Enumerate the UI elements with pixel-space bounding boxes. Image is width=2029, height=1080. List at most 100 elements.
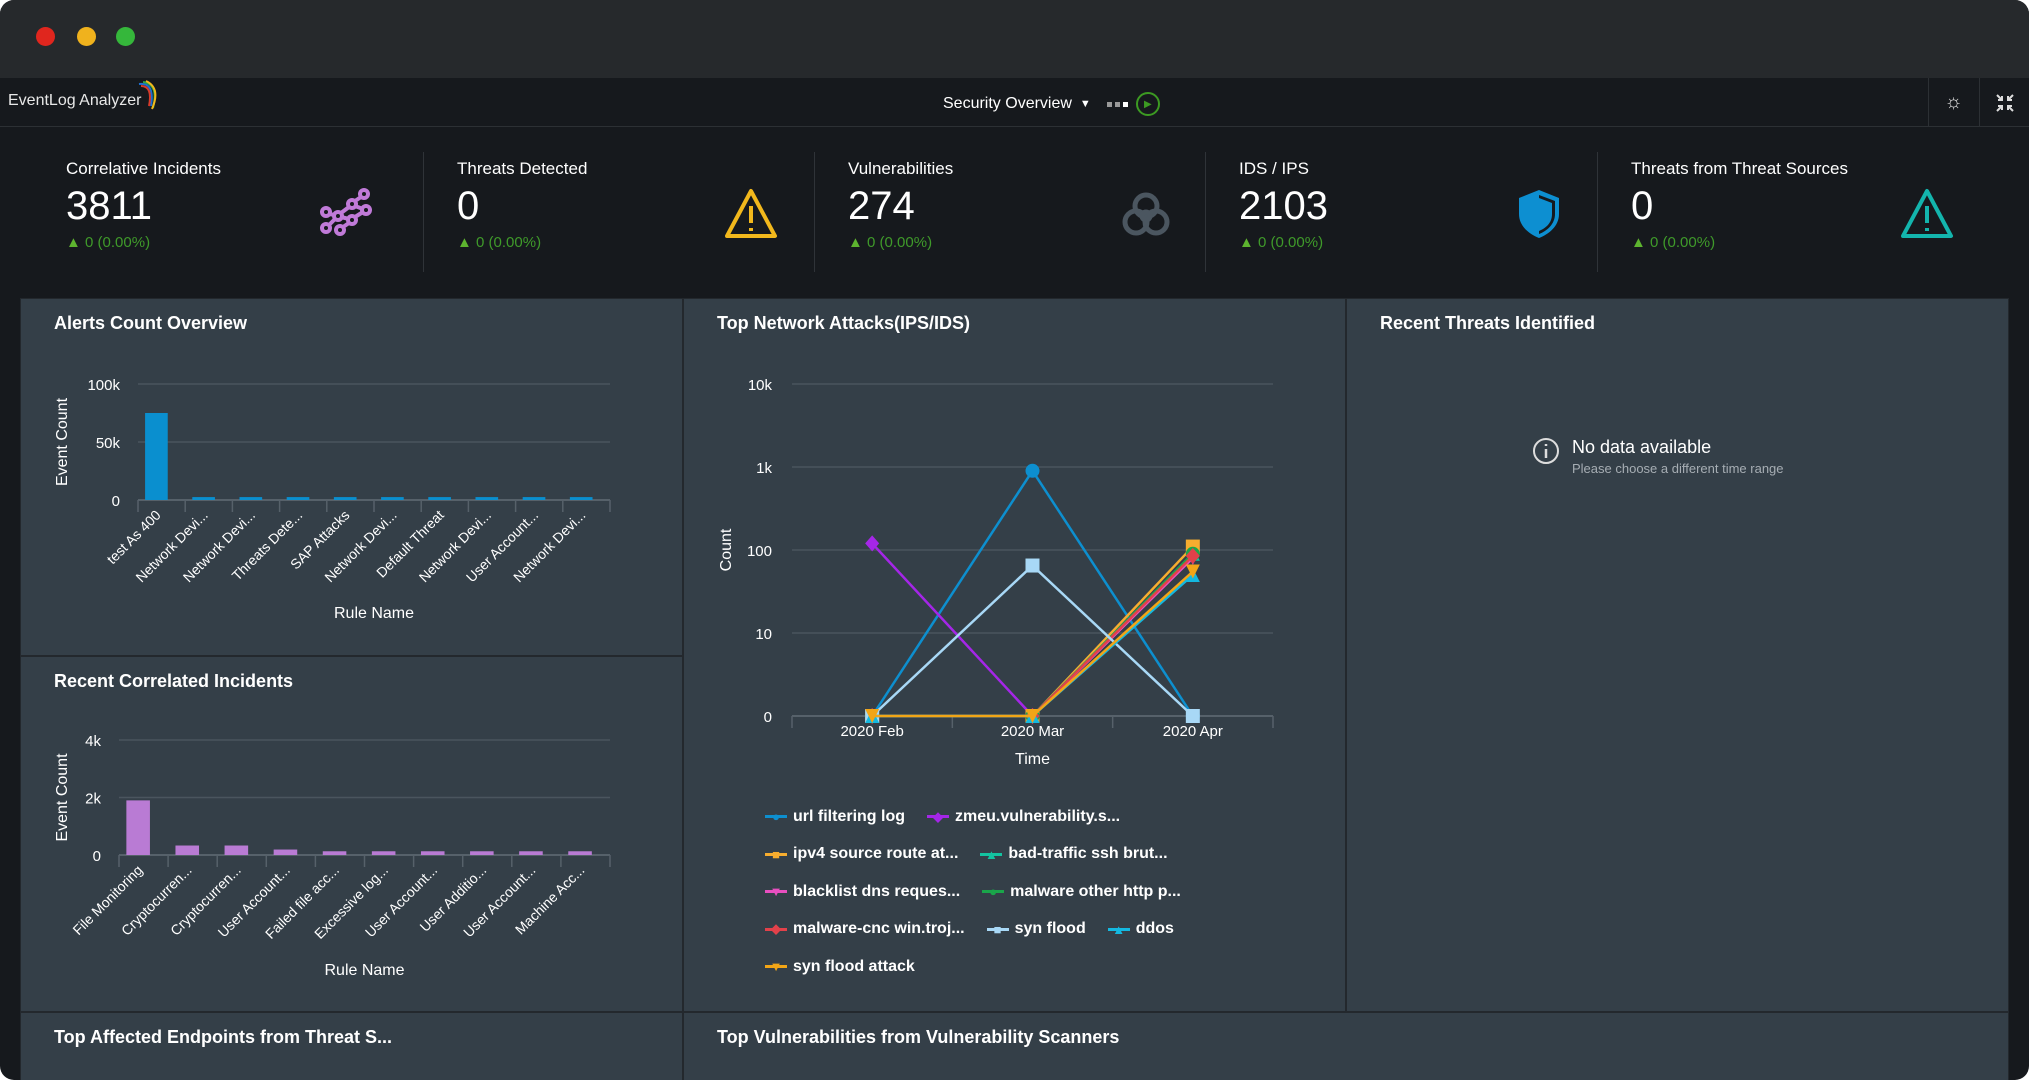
kpi-change-value: 0 (0.00%) [476, 234, 542, 251]
legend-label: syn flood [1014, 920, 1086, 938]
legend-item[interactable]: ▲ bad-traffic ssh brut... [980, 845, 1168, 863]
kpi-strip: Correlative Incidents 3811 ▲ 0 (0.00%) T… [0, 127, 2029, 298]
kpi-value: 2103 [1239, 184, 1328, 228]
panel-title: Top Vulnerabilities from Vulnerability S… [717, 1027, 1120, 1047]
kpi-value: 0 [457, 184, 480, 228]
kpi-change-value: 0 (0.00%) [1650, 234, 1716, 251]
warning-outline-icon [1901, 189, 1953, 238]
theme-toggle-icon[interactable]: ☼ [1928, 78, 1978, 127]
kpi-label: Threats from Threat Sources [1631, 159, 1848, 178]
legend-label: malware other http p... [1010, 882, 1181, 900]
network-attacks-legend: ● url filtering log ◆ zmeu.vulnerability.s.… [765, 798, 1325, 986]
legend-marker-icon: ■ [765, 846, 787, 862]
kpi-change-value: 0 (0.00%) [1258, 234, 1324, 251]
kpi-change-value: 0 (0.00%) [867, 234, 933, 251]
no-data-title: No data available [1572, 437, 1712, 457]
title-bar [0, 0, 2029, 78]
legend-item[interactable]: ▼ blacklist dns reques... [765, 883, 960, 901]
panel-top-affected-endpoints: Top Affected Endpoints from Threat S... [20, 1012, 683, 1080]
divider [1205, 152, 1206, 272]
top-header: EventLog Analyzer Security Overview ▼ ▶ … [0, 78, 2029, 127]
panel-title: Top Affected Endpoints from Threat S... [54, 1027, 393, 1047]
legend-marker-icon: ■ [986, 921, 1009, 937]
legend-item[interactable]: ● malware other http p... [982, 883, 1181, 901]
legend-item[interactable]: ■ syn flood [986, 920, 1086, 938]
divider [1597, 152, 1598, 272]
kpi-value: 274 [848, 184, 915, 228]
legend-item[interactable]: ▼ syn flood attack [765, 958, 915, 976]
kpi-label: Correlative Incidents [66, 159, 221, 178]
panel-title: Alerts Count Overview [54, 313, 248, 333]
kpi-change: ▲ 0 (0.00%) [457, 234, 541, 251]
legend-marker-icon: ◆ [765, 921, 787, 938]
info-icon [1533, 438, 1559, 464]
divider [814, 152, 815, 272]
minimize-window-button[interactable] [77, 27, 96, 46]
legend-marker-icon: ● [982, 884, 1005, 900]
panel-top-vulnerabilities: Top Vulnerabilities from Vulnerability S… [683, 1012, 2009, 1080]
legend-label: ddos [1135, 920, 1174, 938]
kpi-ids-ips[interactable]: IDS / IPS 2103 ▲ 0 (0.00%) [1205, 152, 1631, 272]
kpi-value: 0 [1631, 184, 1654, 228]
legend-label: syn flood attack [793, 957, 915, 975]
up-triangle-icon: ▲ [848, 234, 863, 251]
no-data-message: No data available Please choose a differ… [1532, 437, 1784, 476]
legend-marker-icon: ◆ [927, 808, 949, 825]
app-name: EventLog Analyzer [8, 92, 142, 109]
up-triangle-icon: ▲ [457, 234, 472, 251]
legend-label: bad-traffic ssh brut... [1008, 845, 1168, 863]
collapse-icon[interactable] [1979, 78, 2029, 127]
kpi-correlative-incidents[interactable]: Correlative Incidents 3811 ▲ 0 (0.00%) [66, 152, 458, 272]
legend-item[interactable]: ● url filtering log [765, 808, 905, 826]
shield-icon [1519, 190, 1559, 238]
biohazard-icon [1122, 192, 1170, 236]
kpi-change: ▲ 0 (0.00%) [66, 234, 150, 251]
dashboard-selector[interactable]: Security Overview ▼ ▶ [943, 92, 1160, 116]
kpi-threats-from-threat-sources[interactable]: Threats from Threat Sources 0 ▲ 0 (0.00%… [1597, 152, 2023, 272]
legend-item[interactable]: ◆ malware-cnc win.troj... [765, 920, 965, 938]
legend-row: ■ ipv4 source route at... ▲ bad-traffic ssh… [765, 836, 1325, 874]
kpi-change-value: 0 (0.00%) [85, 234, 151, 251]
legend-label: blacklist dns reques... [793, 882, 961, 900]
warning-icon [725, 189, 777, 238]
divider [423, 152, 424, 272]
slideshow-dots-icon [1106, 101, 1128, 107]
legend-label: zmeu.vulnerability.s... [955, 807, 1121, 825]
legend-item[interactable]: ◆ zmeu.vulnerability.s... [927, 808, 1120, 826]
up-triangle-icon: ▲ [1239, 234, 1254, 251]
kpi-value: 3811 [66, 184, 153, 228]
up-triangle-icon: ▲ [66, 234, 81, 251]
legend-label: malware-cnc win.troj... [793, 920, 965, 938]
logo-arc-icon [139, 80, 157, 110]
panel-title: Top Network Attacks(IPS/IDS) [717, 313, 971, 333]
legend-marker-icon: ▼ [765, 884, 787, 900]
legend-marker-icon: ▲ [1107, 921, 1130, 937]
legend-item[interactable]: ▲ ddos [1107, 920, 1174, 938]
kpi-threats-detected[interactable]: Threats Detected 0 ▲ 0 (0.00%) [423, 152, 849, 272]
panel-recent-correlated-incidents: Recent Correlated Incidents [20, 656, 683, 1012]
legend-marker-icon: ● [765, 809, 787, 825]
kpi-label: Threats Detected [457, 159, 588, 178]
close-window-button[interactable] [36, 27, 55, 46]
legend-item[interactable]: ■ ipv4 source route at... [765, 845, 958, 863]
play-slideshow-button[interactable]: ▶ [1135, 92, 1160, 116]
panel-title: Recent Threats Identified [1380, 313, 1596, 333]
kpi-vulnerabilities[interactable]: Vulnerabilities 274 ▲ 0 (0.00%) [814, 152, 1240, 272]
panel-title: Recent Correlated Incidents [54, 671, 294, 691]
dashboard-name: Security Overview [943, 95, 1072, 112]
chevron-down-icon: ▼ [1079, 98, 1091, 110]
no-data-subtitle: Please choose a different time range [1572, 461, 1784, 476]
legend-marker-icon: ▼ [765, 959, 787, 975]
kpi-change: ▲ 0 (0.00%) [1239, 234, 1323, 251]
correlation-icon [320, 188, 372, 236]
kpi-change: ▲ 0 (0.00%) [1631, 234, 1715, 251]
legend-label: ipv4 source route at... [793, 845, 959, 863]
maximize-window-button[interactable] [116, 27, 135, 46]
panel-alerts-count-overview: Alerts Count Overview [20, 298, 683, 656]
legend-row: ◆ malware-cnc win.troj... ■ syn flood ▲ ddos [765, 911, 1325, 949]
up-triangle-icon: ▲ [1631, 234, 1646, 251]
app-logo[interactable]: EventLog Analyzer [8, 80, 159, 110]
kpi-label: IDS / IPS [1239, 159, 1309, 178]
legend-label: url filtering log [793, 807, 905, 825]
